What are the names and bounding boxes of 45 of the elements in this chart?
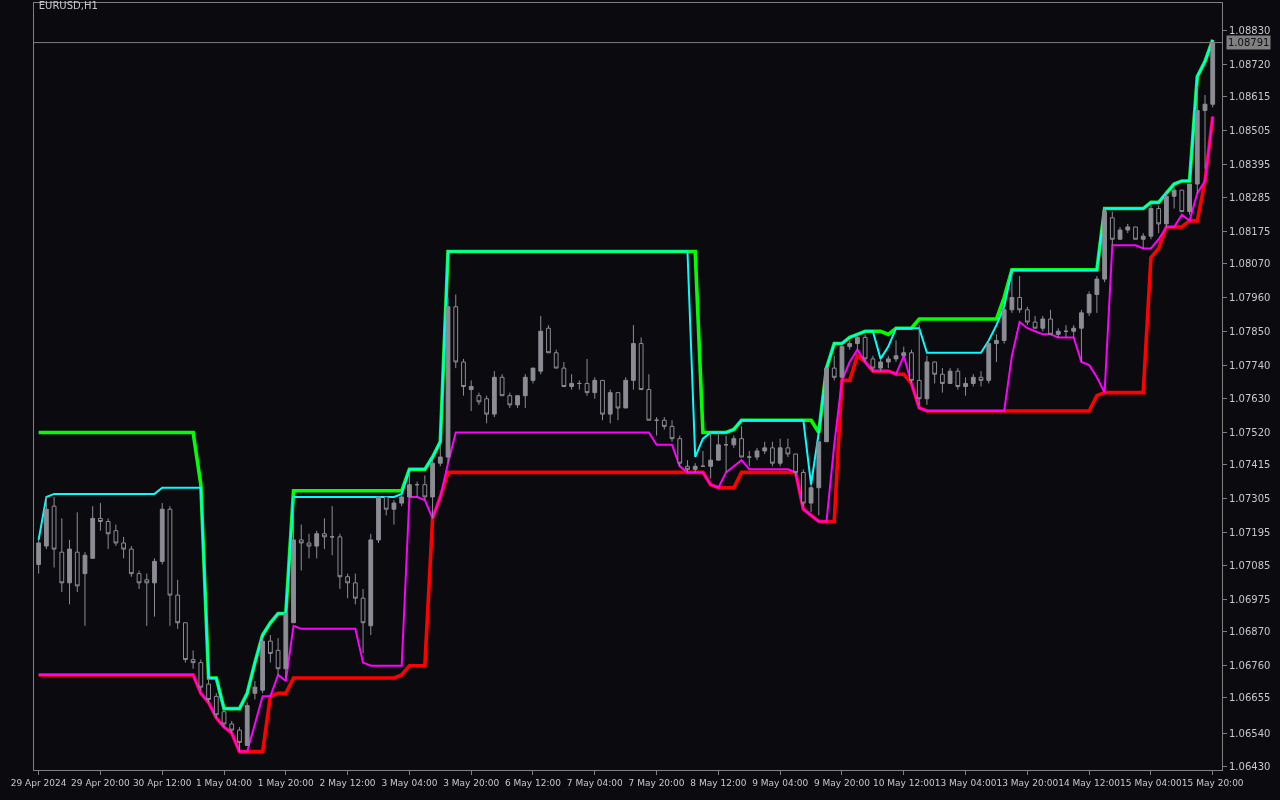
y-tick-label: 1.08175 <box>1229 226 1271 238</box>
y-tick-label: 1.08830 <box>1229 25 1271 37</box>
y-tick-label: 1.06760 <box>1229 660 1271 672</box>
y-tick-label: 1.07195 <box>1229 526 1271 538</box>
x-tick-label: 1 May 04:00 <box>196 777 253 788</box>
y-tick-label: 1.07085 <box>1229 560 1271 572</box>
x-tick-label: 1 May 20:00 <box>257 777 315 788</box>
y-tick-label: 1.06655 <box>1229 692 1271 704</box>
y-tick-label: 1.08070 <box>1229 258 1271 270</box>
x-tick-label: 9 May 20:00 <box>813 777 871 788</box>
x-tick-label: 10 May 12:00 <box>872 777 935 788</box>
y-tick-label: 1.07850 <box>1229 325 1271 337</box>
y-tick-label: 1.07630 <box>1229 393 1271 405</box>
x-tick-label: 7 May 04:00 <box>566 777 624 788</box>
y-tick-label: 1.06430 <box>1229 761 1271 773</box>
x-tick-label: 13 May 04:00 <box>934 777 997 788</box>
y-tick-label: 1.07960 <box>1229 292 1271 304</box>
x-tick-label: 7 May 20:00 <box>628 777 685 788</box>
y-tick-label: 1.06540 <box>1229 727 1271 739</box>
ref-line-label: 1.08791 <box>1228 37 1270 48</box>
x-tick-label: 8 May 12:00 <box>690 777 747 788</box>
x-tick-label: 15 May 20:00 <box>1181 777 1244 788</box>
y-tick-label: 1.07415 <box>1229 459 1271 471</box>
x-tick-label: 6 May 12:00 <box>504 777 562 788</box>
x-tick-label: 29 Apr 2024 <box>10 777 67 788</box>
x-tick-label: 9 May 04:00 <box>752 777 809 788</box>
y-tick-label: 1.08285 <box>1229 192 1271 204</box>
y-tick-label: 1.06975 <box>1229 594 1271 606</box>
x-tick-label: 2 May 12:00 <box>319 777 376 788</box>
x-tick-label: 3 May 20:00 <box>443 777 500 788</box>
x-tick-label: 15 May 04:00 <box>1120 777 1183 788</box>
y-tick-label: 1.06870 <box>1229 626 1271 638</box>
x-tick-label: 3 May 04:00 <box>381 777 438 788</box>
y-tick-label: 1.07520 <box>1229 427 1271 439</box>
x-tick-label: 14 May 12:00 <box>1058 777 1121 788</box>
chart-title: EURUSD,H1 <box>38 0 98 12</box>
y-tick-label: 1.08615 <box>1229 91 1271 103</box>
y-tick-label: 1.07305 <box>1229 492 1271 504</box>
y-tick-label: 1.08720 <box>1229 58 1271 70</box>
x-tick-label: 30 Apr 12:00 <box>132 777 192 788</box>
y-tick-label: 1.07740 <box>1229 359 1271 371</box>
y-tick-label: 1.08505 <box>1229 124 1271 136</box>
x-tick-label: 13 May 20:00 <box>996 777 1059 788</box>
x-tick-label: 29 Apr 20:00 <box>71 777 131 788</box>
y-tick-label: 1.08395 <box>1229 158 1271 170</box>
